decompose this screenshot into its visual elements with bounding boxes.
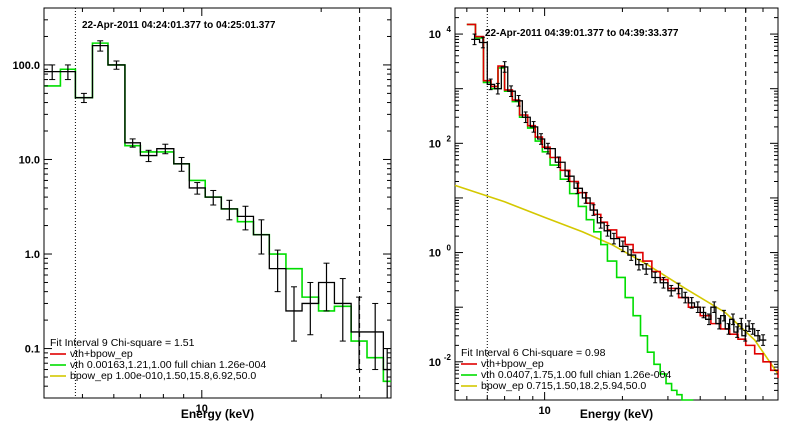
y-tick-exponent: 4	[447, 25, 452, 34]
right-x-axis-label: Energy (keV)	[580, 407, 653, 421]
y-tick-label: 0.1	[25, 344, 40, 356]
series-line-vth	[466, 23, 694, 401]
series-line-data	[471, 38, 767, 341]
legend-label: vth+bpow_ep	[70, 348, 133, 360]
y-tick-label: 10	[429, 29, 441, 41]
series-line-bpow-ep	[454, 184, 779, 375]
series-line-data	[44, 44, 391, 371]
y-tick-label: 10.0	[19, 154, 40, 166]
legend-label: bpow_ep 0.715,1.50,18.2,5.94,50.0	[481, 380, 646, 392]
legend-label: vth 0.0407,1.75,1.00 full chian 1.26e-00…	[481, 369, 671, 381]
legend-label: vth+bpow_ep	[481, 358, 544, 370]
x-tick-label: 10	[196, 403, 208, 415]
y-tick-exponent: -2	[444, 353, 452, 362]
y-tick-label: 10	[429, 357, 441, 369]
y-tick-label: 100.0	[12, 60, 40, 72]
y-tick-label: 10	[429, 248, 441, 260]
left-legend: Fit Interval 9 Chi-square = 1.51 vth+bpo…	[50, 337, 266, 382]
y-tick-exponent: 2	[447, 134, 452, 143]
y-tick-label: 10	[429, 138, 441, 150]
left-fit-label: Fit Interval 9 Chi-square = 1.51	[50, 337, 195, 349]
legend-label: vth 0.00163,1.21,1.00 full chian 1.26e-0…	[70, 359, 266, 371]
left-x-axis-label: Energy (keV)	[181, 407, 254, 421]
right-plot-title: 22-Apr-2011 04:39:01.377 to 04:39:33.377	[485, 28, 679, 39]
y-tick-label: 1.0	[25, 249, 40, 261]
left-plot-frame	[43, 7, 392, 399]
legend-label: bpow_ep 1.00e-010,1.50,15.8,6.92,50.0	[70, 370, 256, 382]
left-spectrum-panel: 100.0 10.0 1.0 0.1 10 22-Apr-2011 04:24:01.3…	[12, 7, 392, 421]
left-plot-title: 22-Apr-2011 04:24:01.377 to 04:25:01.377	[82, 20, 276, 31]
right-plot-frame	[454, 7, 779, 401]
right-legend: Fit Interval 6 Chi-square = 0.98 vth+bpo…	[461, 347, 671, 392]
y-tick-exponent: 0	[447, 244, 452, 253]
series-line-model-vth-bpow-ep-	[466, 23, 779, 379]
x-tick-label: 10	[538, 405, 550, 417]
right-fit-label: Fit Interval 6 Chi-square = 0.98	[461, 347, 606, 359]
series-line-model-vth-bpow-ep-	[44, 42, 391, 383]
